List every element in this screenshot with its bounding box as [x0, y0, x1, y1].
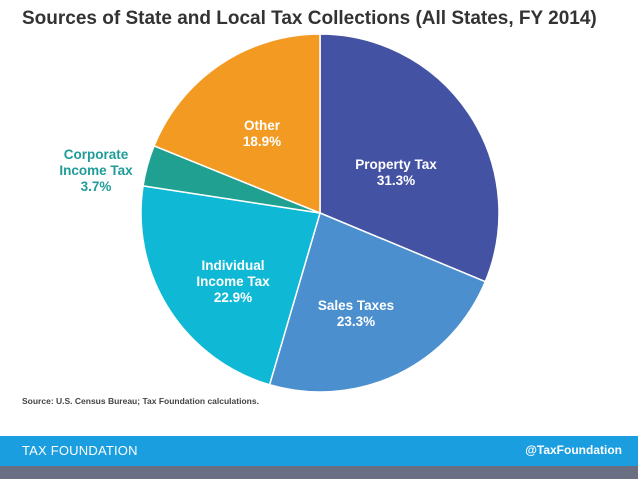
pie-slice-other [153, 33, 321, 215]
slice-label-line: Individual [201, 258, 265, 273]
social-handle: @TaxFoundation [525, 443, 622, 457]
pie-slices [140, 33, 500, 393]
slice-label-line: Property Tax [355, 157, 437, 172]
slice-value: 3.7% [80, 179, 112, 194]
footer-strip [0, 466, 638, 479]
slice-label-corporate-income-tax: Corporate Income Tax 3.7% [59, 147, 132, 195]
slice-label-line: Sales Taxes [317, 298, 395, 313]
brand-name: TAX FOUNDATION [22, 443, 138, 458]
slice-value: 18.9% [242, 134, 282, 149]
slice-label-line: Income Tax [59, 163, 133, 178]
slice-value: 31.3% [376, 173, 416, 188]
slice-label-line: Corporate [63, 147, 129, 162]
chart-title: Sources of State and Local Tax Collectio… [22, 8, 597, 29]
source-note: Source: U.S. Census Bureau; Tax Foundati… [22, 396, 259, 406]
pie-slice-property-tax [319, 33, 500, 283]
slice-value: 22.9% [213, 290, 253, 305]
slice-label-line: Income Tax [196, 274, 270, 289]
pie-slice-individual-income-tax [140, 185, 321, 386]
pie-slice-sales-taxes [268, 211, 487, 393]
slice-label-individual-income-tax: Individual Income Tax 22.9% [196, 258, 269, 306]
slice-label-sales-taxes: Sales Taxes 23.3% [318, 298, 394, 330]
slice-label-other: Other 18.9% [243, 118, 281, 150]
slice-label-line: Other [243, 118, 280, 133]
slice-value: 23.3% [336, 314, 376, 329]
slice-label-property-tax: Property Tax 31.3% [355, 157, 437, 189]
footer-bar [0, 436, 638, 466]
